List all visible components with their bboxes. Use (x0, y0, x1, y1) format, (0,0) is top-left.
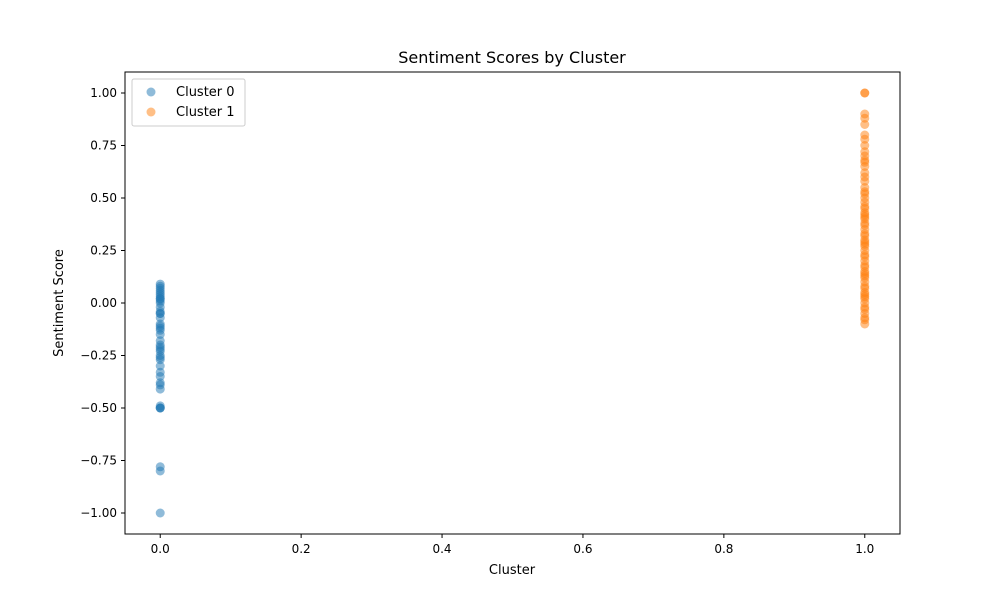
data-point-cluster-1 (860, 237, 870, 247)
data-point-cluster-0 (155, 361, 165, 371)
data-point-cluster-1 (860, 113, 870, 123)
data-point-cluster-0 (155, 466, 165, 476)
y-tick-label: −0.50 (80, 401, 117, 415)
data-point-cluster-0 (155, 355, 165, 365)
x-tick-label: 1.0 (855, 542, 874, 556)
legend-label-cluster-0: Cluster 0 (176, 85, 235, 100)
data-point-cluster-1 (860, 88, 870, 98)
legend-label-cluster-1: Cluster 1 (176, 105, 235, 120)
data-point-cluster-0 (155, 344, 165, 354)
data-point-cluster-1 (860, 212, 870, 222)
legend-marker-cluster-1 (146, 107, 156, 117)
x-tick-label: 0.2 (292, 542, 311, 556)
data-point-cluster-1 (860, 134, 870, 144)
data-point-cluster-0 (155, 309, 165, 318)
data-point-cluster-0 (155, 508, 165, 518)
data-point-cluster-1 (860, 157, 870, 167)
y-tick-label: −1.00 (80, 506, 117, 520)
data-point-cluster-1 (860, 189, 870, 199)
data-point-cluster-0 (155, 403, 165, 413)
x-tick-label: 0.4 (432, 542, 451, 556)
y-tick-label: 0.75 (90, 139, 117, 153)
data-point-cluster-1 (860, 319, 870, 329)
y-tick-label: 0.50 (90, 191, 117, 205)
y-tick-label: 0.25 (90, 244, 117, 258)
y-axis-ticks: −1.00 −0.75 −0.50 −0.25 0.00 0.25 0.50 0.75 1.00 (80, 86, 125, 520)
data-point-cluster-0 (155, 330, 165, 339)
y-axis-label: Sentiment Score (52, 249, 67, 357)
chart-title: Sentiment Scores by Cluster (398, 48, 626, 67)
y-tick-label: −0.75 (80, 454, 117, 468)
data-point-cluster-1 (860, 176, 870, 186)
points-layer (155, 88, 870, 518)
data-point-cluster-1 (860, 290, 870, 300)
data-point-cluster-1 (860, 141, 870, 150)
legend-box (131, 78, 246, 127)
data-point-cluster-0 (155, 294, 165, 304)
legend: Cluster 0 Cluster 1 (131, 78, 246, 127)
data-point-cluster-1 (860, 269, 870, 279)
y-tick-label: −0.25 (80, 349, 117, 363)
y-tick-label: 1.00 (90, 86, 117, 100)
data-point-cluster-0 (155, 372, 165, 381)
x-axis-label: Cluster (489, 563, 536, 578)
data-point-cluster-1 (860, 120, 870, 129)
data-point-cluster-0 (155, 384, 165, 394)
x-tick-label: 0.0 (151, 542, 170, 556)
x-tick-label: 0.8 (714, 542, 733, 556)
y-tick-label: 0.00 (90, 296, 117, 310)
legend-marker-cluster-0 (146, 87, 156, 97)
x-axis-ticks: 0.0 0.2 0.4 0.6 0.8 1.0 (151, 534, 874, 556)
x-tick-label: 0.6 (573, 542, 592, 556)
